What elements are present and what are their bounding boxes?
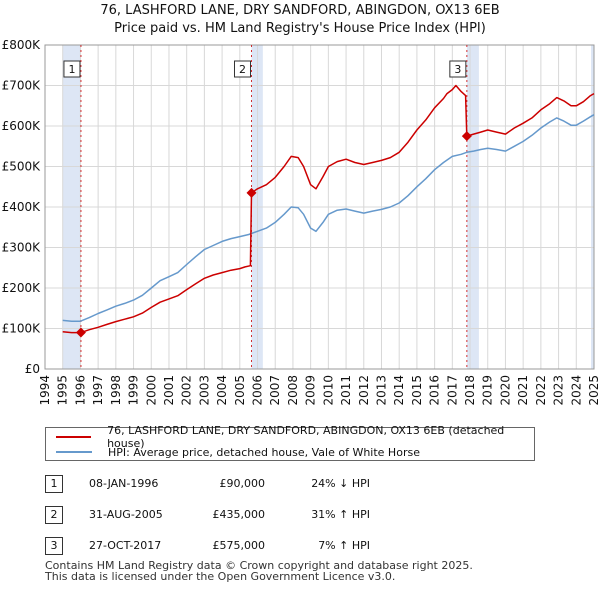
sale-hpi-change: 31% ↑ HPI bbox=[311, 508, 370, 521]
table-row: 3 27-OCT-2017 £575,000 7% ↑ HPI bbox=[45, 537, 445, 557]
chart-subtitle: Price paid vs. HM Land Registry's House … bbox=[114, 21, 486, 36]
x-tick-label: 2022 bbox=[534, 375, 548, 406]
sale-marker: 3 bbox=[45, 537, 63, 555]
x-tick-label: 2023 bbox=[552, 375, 566, 406]
sale-date: 08-JAN-1996 bbox=[89, 477, 159, 490]
x-tick-label: 2013 bbox=[374, 375, 388, 406]
sale-point bbox=[246, 187, 257, 198]
sale-point bbox=[461, 131, 472, 142]
footer-copyright: Contains HM Land Registry data © Crown c… bbox=[45, 559, 473, 572]
x-tick-label: 1997 bbox=[91, 375, 105, 406]
sale-marker: 1 bbox=[45, 475, 63, 493]
sale-hpi-change: 24% ↓ HPI bbox=[311, 477, 370, 490]
y-tick-label: £600K bbox=[2, 119, 42, 133]
x-tick-label: 2008 bbox=[286, 375, 300, 406]
x-tick-label: 2018 bbox=[463, 375, 477, 406]
sale-badge-box bbox=[63, 60, 81, 78]
x-tick-label: 2010 bbox=[321, 375, 335, 406]
chart-title: 76, LASHFORD LANE, DRY SANDFORD, ABINGDO… bbox=[100, 3, 500, 18]
sale-price: £90,000 bbox=[219, 477, 266, 490]
legend-line-hpi bbox=[56, 451, 92, 453]
sale-badge-label: 2 bbox=[239, 63, 246, 76]
y-tick-label: £100K bbox=[2, 322, 42, 336]
x-tick-label: 2019 bbox=[481, 375, 495, 406]
y-tick-label: £500K bbox=[2, 160, 42, 174]
legend-item-hpi: HPI: Average price, detached house, Vale… bbox=[56, 445, 420, 459]
chart-legend: 76, LASHFORD LANE, DRY SANDFORD, ABINGDO… bbox=[45, 424, 535, 461]
x-tick-label: 2016 bbox=[428, 375, 442, 406]
property-price-line bbox=[62, 84, 595, 334]
footer: Contains HM Land Registry data © Crown c… bbox=[45, 560, 473, 582]
y-tick-label: £400K bbox=[2, 200, 42, 214]
sale-price: £575,000 bbox=[212, 539, 266, 552]
sale-badge-label: 3 bbox=[454, 63, 461, 76]
hpi-line bbox=[62, 114, 595, 322]
x-tick-label: 2006 bbox=[251, 375, 265, 406]
x-tick-label: 2002 bbox=[180, 375, 194, 406]
x-tick-label: 1999 bbox=[127, 375, 141, 406]
y-tick-label: £700K bbox=[2, 79, 42, 93]
legend-line-property bbox=[56, 436, 92, 438]
sale-price: £435,000 bbox=[212, 508, 266, 521]
x-tick-label: 2020 bbox=[498, 375, 512, 406]
legend-label-hpi: HPI: Average price, detached house, Vale… bbox=[108, 445, 420, 459]
x-tick-label: 1998 bbox=[109, 375, 123, 406]
x-tick-label: 2015 bbox=[410, 375, 424, 406]
x-tick-label: 1996 bbox=[73, 375, 87, 406]
y-tick-label: £200K bbox=[2, 281, 42, 295]
legend-label-property: 76, LASHFORD LANE, DRY SANDFORD, ABINGDO… bbox=[107, 424, 505, 450]
x-tick-label: 2000 bbox=[144, 375, 158, 406]
x-tick-label: 1995 bbox=[56, 375, 70, 406]
table-row: 2 31-AUG-2005 £435,000 31% ↑ HPI bbox=[45, 506, 445, 526]
sale-badge-box bbox=[449, 60, 467, 78]
x-tick-label: 2001 bbox=[162, 375, 176, 406]
sale-badge-box bbox=[233, 60, 251, 78]
footer-licence: This data is licensed under the Open Gov… bbox=[45, 570, 396, 583]
table-row: 1 08-JAN-1996 £90,000 24% ↓ HPI bbox=[45, 475, 445, 495]
x-tick-label: 2024 bbox=[569, 375, 583, 406]
x-tick-label: 2025 bbox=[587, 375, 600, 406]
sale-date: 31-AUG-2005 bbox=[89, 508, 163, 521]
legend-item-property: 76, LASHFORD LANE, DRY SANDFORD, ABINGDO… bbox=[56, 424, 534, 450]
sale-badge-label: 1 bbox=[68, 63, 75, 76]
x-tick-label: 1994 bbox=[38, 375, 52, 406]
x-tick-label: 2014 bbox=[392, 375, 406, 406]
y-tick-label: £0 bbox=[25, 362, 40, 376]
price-chart: £0 £100K £200K £300K £400K £500K £600K £700K £80… bbox=[2, 38, 600, 406]
x-tick-label: 2005 bbox=[233, 375, 247, 406]
x-tick-label: 2012 bbox=[357, 375, 371, 406]
plot-frame bbox=[44, 44, 595, 370]
x-tick-label: 2011 bbox=[339, 375, 353, 406]
x-tick-label: 2021 bbox=[516, 375, 530, 406]
x-tick-label: 2017 bbox=[445, 375, 459, 406]
x-tick-label: 2003 bbox=[197, 375, 211, 406]
y-tick-label: £800K bbox=[2, 38, 42, 52]
sale-point bbox=[75, 327, 86, 338]
sale-date: 27-OCT-2017 bbox=[89, 539, 162, 552]
y-tick-label: £300K bbox=[2, 241, 42, 255]
x-tick-label: 2007 bbox=[268, 375, 282, 406]
sale-hpi-change: 7% ↑ HPI bbox=[318, 539, 370, 552]
x-tick-label: 2004 bbox=[215, 375, 229, 406]
sale-marker: 2 bbox=[45, 506, 63, 524]
x-tick-label: 2009 bbox=[304, 375, 318, 406]
